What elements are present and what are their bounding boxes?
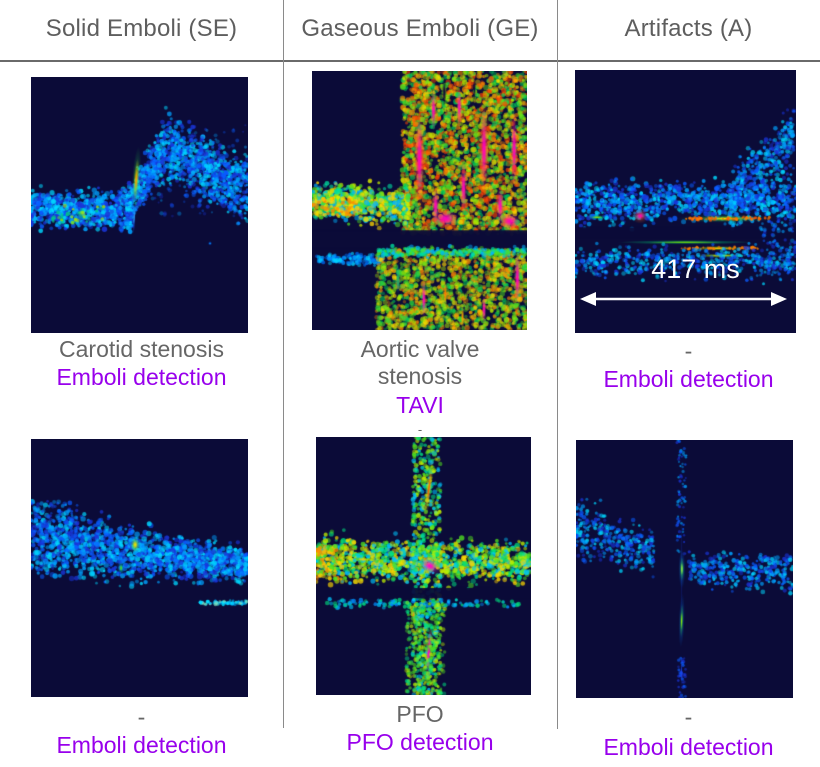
- column-header-artifacts: Artifacts (A): [624, 15, 753, 42]
- spectrogram-canvas-ge-bottom: [316, 437, 531, 695]
- caption-se-bottom-label: -: [137, 704, 146, 730]
- column-divider-2: [557, 0, 558, 729]
- spectrogram-canvas-se-top: [31, 77, 248, 333]
- spectrogram-panel-aortic-valve-stenosis: [312, 71, 527, 330]
- spectrogram-panel-artifact-bottom: [576, 440, 793, 698]
- caption-ge-bottom-label: PFO: [396, 701, 444, 727]
- spectrogram-panel-carotid-stenosis: [31, 77, 248, 333]
- column-divider-1: [283, 0, 284, 728]
- spectrogram-canvas-ge-top: [312, 71, 527, 330]
- caption-ge-top-extra-dash: -: [417, 422, 423, 437]
- spectrogram-canvas-a-bottom: [576, 440, 793, 698]
- spectrogram-canvas-se-bottom: [31, 439, 248, 697]
- caption-se-top-sublabel: Emboli detection: [56, 364, 227, 390]
- spectrogram-panel-se-bottom: [31, 439, 248, 697]
- header-divider-line: [0, 60, 820, 62]
- caption-a-bottom-label: -: [684, 704, 693, 730]
- caption-ge-bottom-sublabel: PFO detection: [346, 729, 494, 755]
- caption-ge-top-label: Aortic valve stenosis: [360, 336, 480, 389]
- caption-a-top-sublabel: Emboli detection: [603, 366, 774, 392]
- caption-a-bottom-sublabel: Emboli detection: [603, 734, 774, 760]
- caption-se-top-label: Carotid stenosis: [59, 336, 224, 362]
- spectrogram-panel-pfo: [316, 437, 531, 695]
- time-scale-arrow-icon: [580, 292, 787, 306]
- caption-ge-top-sublabel: TAVI: [396, 392, 444, 418]
- caption-se-bottom-sublabel: Emboli detection: [56, 732, 227, 758]
- spectrogram-panel-artifact-top: 417 ms: [575, 70, 796, 333]
- time-scale-annotation: 417 ms: [651, 254, 740, 284]
- caption-a-top-label: -: [684, 338, 693, 364]
- spectrogram-canvas-a-top: [575, 70, 796, 333]
- column-header-solid-emboli: Solid Emboli (SE): [45, 15, 238, 42]
- column-header-gaseous-emboli: Gaseous Emboli (GE): [301, 15, 539, 42]
